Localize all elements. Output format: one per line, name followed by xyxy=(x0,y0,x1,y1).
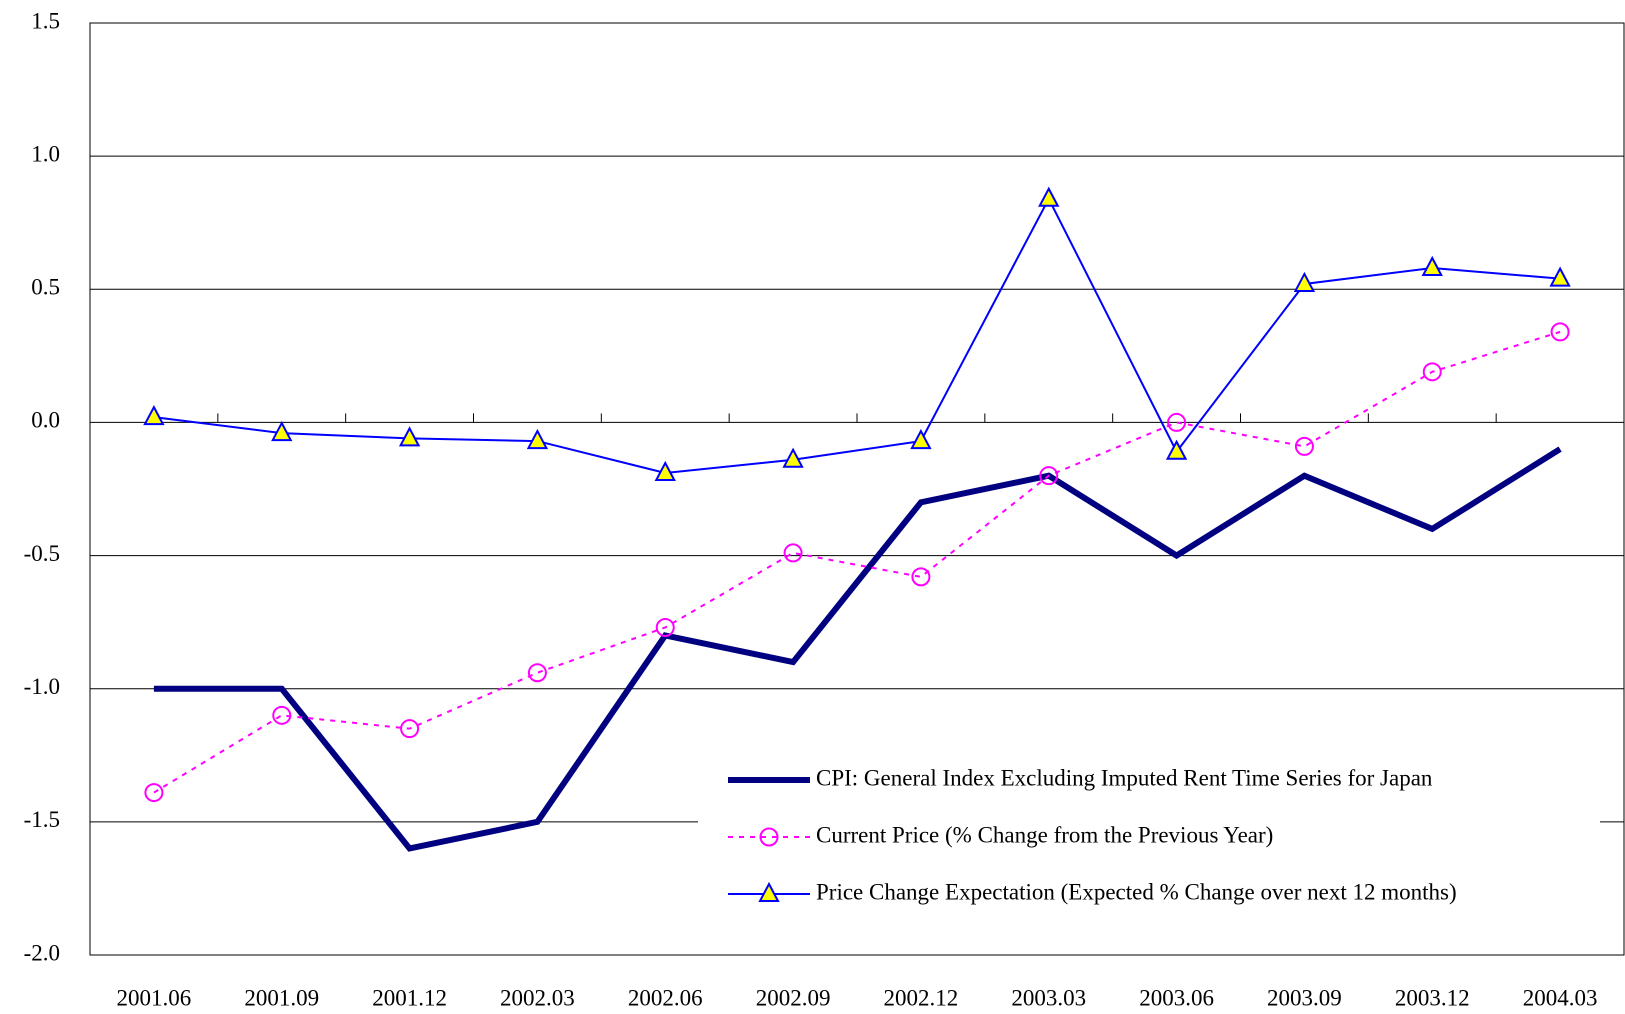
y-tick-label: 0.0 xyxy=(31,408,60,433)
point-marker xyxy=(910,428,932,450)
x-tick-label: 2003.09 xyxy=(1267,985,1342,1010)
x-tick-label: 2001.09 xyxy=(244,985,319,1010)
y-tick-label: -0.5 xyxy=(24,541,60,566)
x-tick-label: 2004.03 xyxy=(1523,985,1598,1010)
plot-frame xyxy=(89,22,1625,956)
point-marker xyxy=(759,827,779,847)
y-tick-label: -2.0 xyxy=(24,940,60,965)
point-marker xyxy=(143,404,165,426)
series-line xyxy=(153,330,1561,794)
point-marker xyxy=(271,420,293,442)
point-marker xyxy=(527,663,547,683)
series-line xyxy=(153,446,1562,852)
point-marker xyxy=(1167,412,1187,432)
point-marker xyxy=(400,719,420,739)
x-tick-label: 2002.09 xyxy=(756,985,831,1010)
point-marker xyxy=(1421,255,1443,276)
point-marker xyxy=(1293,271,1316,292)
point-marker xyxy=(911,567,931,587)
point-marker xyxy=(1549,266,1571,287)
series-line xyxy=(153,196,1561,475)
x-tick-label: 2001.12 xyxy=(372,985,447,1010)
x-tick-label: 2002.12 xyxy=(884,985,959,1010)
x-tick-label: 2001.06 xyxy=(117,985,192,1010)
point-marker xyxy=(1039,466,1059,486)
x-tick-label: 2002.06 xyxy=(628,985,703,1010)
legend-label: Current Price (% Change from the Previou… xyxy=(816,822,1273,847)
point-marker xyxy=(1422,362,1442,382)
y-tick-label: -1.0 xyxy=(24,674,60,699)
legend-box xyxy=(698,755,1600,917)
point-marker xyxy=(144,783,164,803)
x-tick-label: 2003.03 xyxy=(1011,985,1086,1010)
y-tick-label: -1.5 xyxy=(24,807,60,832)
point-marker xyxy=(783,543,803,563)
point-marker xyxy=(1294,436,1314,456)
legend-label: Price Change Expectation (Expected % Cha… xyxy=(816,879,1457,904)
point-marker xyxy=(526,428,549,450)
point-marker xyxy=(758,881,780,902)
x-tick-label: 2003.06 xyxy=(1139,985,1214,1010)
point-marker xyxy=(654,460,676,482)
x-tick-label: 2003.12 xyxy=(1395,985,1470,1010)
point-marker xyxy=(1038,186,1060,207)
y-tick-label: 1.5 xyxy=(31,8,60,33)
point-marker xyxy=(782,447,804,468)
point-marker xyxy=(655,617,675,637)
point-marker xyxy=(1165,439,1188,460)
y-tick-label: 1.0 xyxy=(31,141,60,166)
legend-label: CPI: General Index Excluding Imputed Ren… xyxy=(816,765,1433,790)
point-marker xyxy=(272,705,292,725)
x-tick-label: 2002.03 xyxy=(500,985,575,1010)
point-marker xyxy=(1550,322,1570,342)
point-marker xyxy=(398,426,421,447)
y-tick-label: 0.5 xyxy=(31,275,60,300)
